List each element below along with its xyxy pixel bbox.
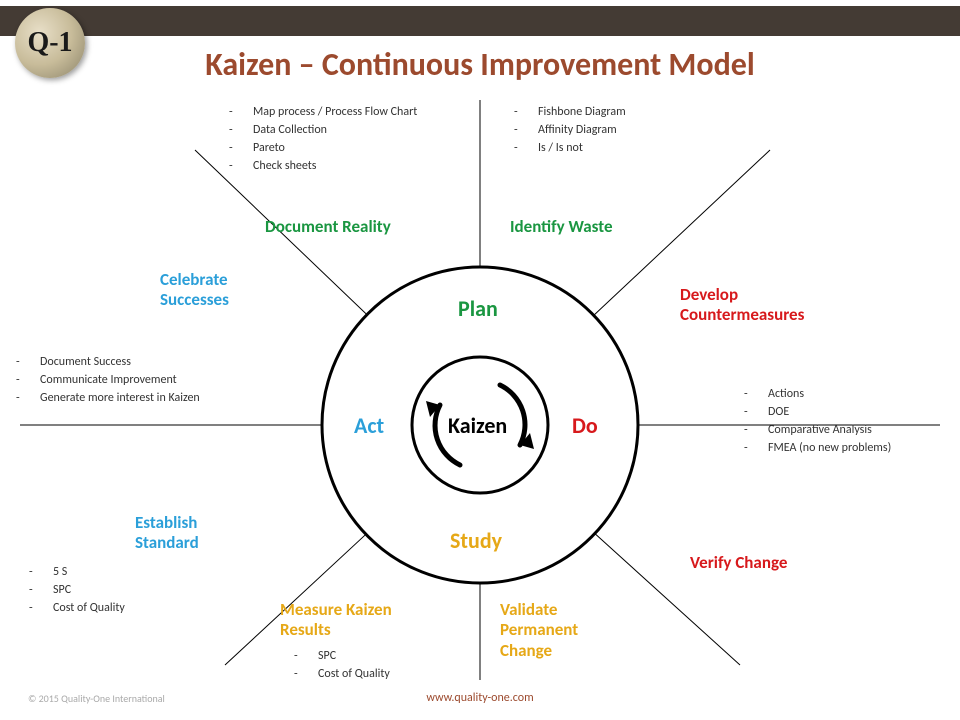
- copyright: © 2015 Quality-One International: [28, 692, 165, 705]
- label-develop-countermeasures: DevelopCountermeasures: [680, 285, 804, 326]
- bullets-identify-waste: Fishbone Diagram Affinity Diagram Is / I…: [510, 103, 626, 157]
- label-celebrate-successes: CelebrateSuccesses: [160, 270, 229, 311]
- center-label: Kaizen: [448, 412, 507, 439]
- quad-plan: Plan: [458, 295, 498, 322]
- bullets-measure: SPC Cost of Quality: [290, 647, 390, 683]
- bullets-celebrate: Document Success Communicate Improvement…: [12, 353, 200, 407]
- label-document-reality: Document Reality: [265, 217, 391, 237]
- header-bar: [0, 6, 960, 36]
- bullets-document-reality: Map process / Process Flow Chart Data Co…: [225, 103, 417, 175]
- label-establish-standard: EstablishStandard: [135, 513, 199, 554]
- bullets-do: Actions DOE Comparative Analysis FMEA (n…: [740, 385, 891, 457]
- quad-act: Act: [354, 412, 384, 439]
- kaizen-diagram: Kaizen Plan Do Study Act Document Realit…: [0, 95, 960, 685]
- label-identify-waste: Identify Waste: [510, 217, 613, 237]
- page-title: Kaizen – Continuous Improvement Model: [0, 45, 960, 84]
- quad-do: Do: [572, 412, 598, 439]
- label-verify-change: Verify Change: [690, 553, 787, 573]
- bullets-establish: 5 S SPC Cost of Quality: [25, 563, 125, 617]
- label-measure-results: Measure KaizenResults: [280, 600, 392, 641]
- quad-study: Study: [450, 527, 502, 554]
- label-validate-change: ValidatePermanentChange: [500, 600, 578, 661]
